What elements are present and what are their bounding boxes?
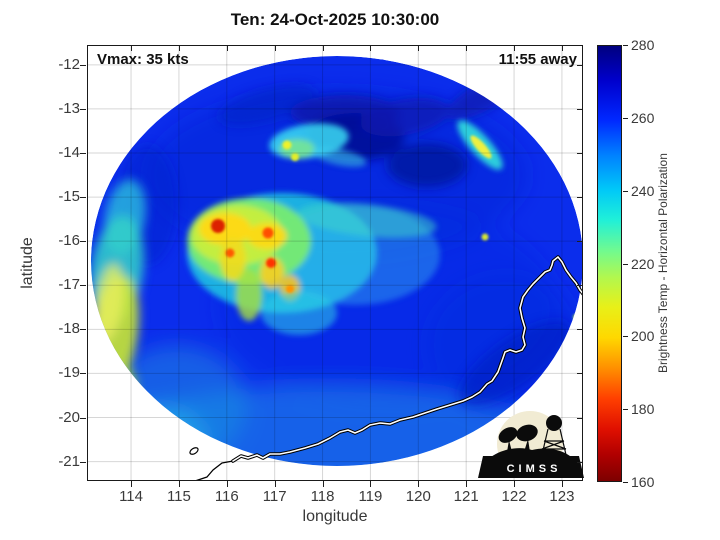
colorbar-tick-mark xyxy=(623,336,628,338)
x-tick-label: 117 xyxy=(262,488,287,505)
y-tick-label: -19 xyxy=(58,364,80,382)
colorbar-tick-mark xyxy=(623,117,628,119)
x-tick-mark xyxy=(418,481,420,487)
colorbar-tick-mark xyxy=(623,263,628,265)
y-tick-mark xyxy=(80,285,86,287)
colorbar-tick-mark xyxy=(623,482,628,483)
x-tick-label: 123 xyxy=(549,488,575,505)
convective-cores xyxy=(211,135,579,320)
x-tick-label: 115 xyxy=(166,488,191,505)
x-tick-label: 114 xyxy=(119,488,143,505)
colorbar-tick-mark xyxy=(623,190,628,192)
x-tick-mark xyxy=(561,481,563,487)
eta-annotation: 11:55 away xyxy=(498,51,577,68)
x-tick-mark xyxy=(178,481,180,487)
y-tick-label: -14 xyxy=(58,144,80,161)
x-tick-mark xyxy=(370,481,372,487)
y-tick-mark xyxy=(80,373,86,375)
cimss-logo: CIMSS xyxy=(478,411,584,478)
water-tower-tank xyxy=(546,415,562,431)
y-tick-label: -12 xyxy=(58,55,80,73)
y-tick-mark xyxy=(80,417,86,419)
plot-title: Ten: 24-Oct-2025 10:30:00 xyxy=(230,10,440,29)
y-tick-mark xyxy=(80,64,86,66)
x-tick-label: 121 xyxy=(453,488,479,505)
colorbar-tick-mark xyxy=(623,45,628,46)
x-tick-mark xyxy=(514,481,516,487)
y-tick-mark xyxy=(80,329,86,331)
x-tick-mark xyxy=(226,481,228,487)
coastline xyxy=(189,255,583,481)
x-axis-label: longitude xyxy=(302,508,368,525)
y-tick-mark xyxy=(80,153,86,154)
coastline-line xyxy=(232,256,583,462)
satellite-swath-plot xyxy=(87,45,583,481)
x-tick-label: 118 xyxy=(310,488,335,505)
y-tick-mark xyxy=(80,197,86,199)
logo-text: CIMSS xyxy=(507,463,562,475)
y-tick-label: -21 xyxy=(58,452,80,470)
colorbar-label: Brightness Temp - Horizontal Polarizatio… xyxy=(656,153,670,374)
x-tick-mark xyxy=(322,481,324,487)
x-tick-mark xyxy=(131,481,133,487)
y-tick-label: -13 xyxy=(58,99,80,117)
x-tick-mark xyxy=(274,481,276,487)
colorbar-tick-mark xyxy=(623,409,628,411)
y-tick-mark xyxy=(80,108,86,110)
x-tick-mark xyxy=(466,481,468,487)
logo-banner xyxy=(478,456,584,478)
y-tick-label: -20 xyxy=(58,408,80,426)
x-tick-label: 122 xyxy=(501,488,527,505)
storm-convection xyxy=(187,120,503,335)
coastline-outside-swath xyxy=(194,460,234,481)
y-axis-label: latitude xyxy=(19,237,36,289)
vmax-annotation: Vmax: 35 kts xyxy=(97,51,189,68)
y-tick-mark xyxy=(80,241,86,243)
y-tick-mark xyxy=(80,461,86,463)
x-tick-label: 116 xyxy=(214,488,239,505)
x-tick-label: 119 xyxy=(358,488,383,505)
x-tick-label: 120 xyxy=(405,488,431,505)
water-tower-icon xyxy=(540,428,568,460)
island-outline xyxy=(189,447,199,455)
colorbar xyxy=(597,45,622,482)
